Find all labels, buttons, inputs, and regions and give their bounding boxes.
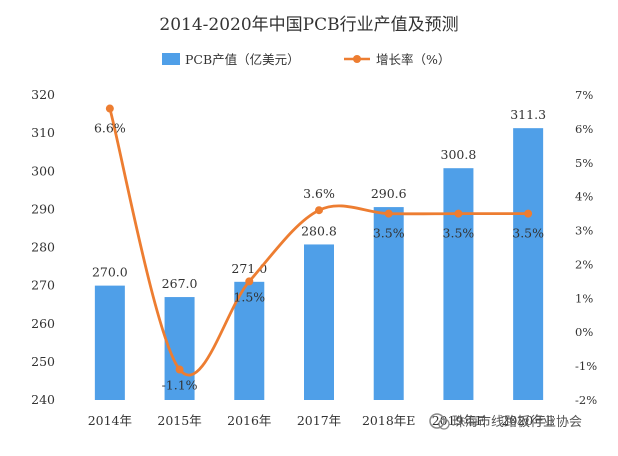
legend-line-marker [353,55,361,63]
y-left-tick-label: 280 [31,240,55,255]
x-tick-label: 2018年E [362,413,415,428]
legend-line-label: 增长率（%） [376,52,450,67]
wechat-icon-inner [438,418,450,430]
growth-point [105,104,114,113]
growth-line [108,108,529,377]
y-left-tick-label: 250 [31,354,55,369]
growth-data-label: -1.1% [162,378,198,393]
bar-data-label: 267.0 [162,276,198,291]
bar [94,285,125,400]
growth-point [175,365,184,374]
y-right-tick-label: -1% [575,359,597,373]
y-axis-left: 320 310 300 290 280 270 260 250 240 [31,87,55,407]
growth-point [384,209,393,218]
y-axis-right: 7% 6% 5% 4% 3% 2% 1% 0% -1% -2% [575,88,597,407]
x-tick-label: 2016年 [227,413,271,428]
bar [373,207,404,400]
growth-point [245,277,254,286]
bar-data-label: 311.3 [510,107,546,122]
y-right-tick-label: 1% [575,291,593,305]
y-left-tick-label: 290 [31,201,55,216]
y-right-tick-label: 3% [575,224,593,238]
y-left-tick-label: 270 [31,278,55,293]
chart-title: 2014-2020年中国PCB行业产值及预测 [159,15,458,35]
y-right-tick-label: 5% [575,156,593,170]
legend-bar-label: PCB产值（亿美元） [185,52,300,67]
bar-data-label: 280.8 [301,223,337,238]
bar-data-label: 290.6 [371,186,407,201]
y-left-tick-label: 240 [31,392,55,407]
y-left-tick-label: 260 [31,316,55,331]
y-right-tick-label: 2% [575,257,593,271]
x-axis: 2014年 2015年 2016年 2017年 2018年E 2019年E 2020年E [88,413,555,428]
y-left-tick-label: 300 [31,163,55,178]
growth-data-label: 3.5% [443,226,475,241]
x-tick-label: 2020年E [501,413,554,428]
y-right-tick-label: -2% [575,393,597,407]
x-tick-label: 2015年 [157,413,201,428]
bar-series [94,128,544,400]
y-right-tick-label: 0% [575,325,593,339]
bar [513,128,544,400]
legend-bar-swatch [162,53,180,65]
x-tick-label: 2017年 [297,413,341,428]
growth-point [454,209,463,218]
x-tick-label: 2019年E [432,413,485,428]
growth-data-label: 6.6% [94,121,126,136]
wechat-icon [429,413,445,429]
bar-data-label: 300.8 [441,147,477,162]
bar [234,281,265,400]
bar [304,244,334,400]
y-right-tick-label: 7% [575,88,593,102]
growth-point [524,209,533,218]
watermark-text: 珠海市线路板行业协会 [452,414,582,430]
y-left-tick-label: 310 [31,125,55,140]
y-right-tick-label: 4% [575,190,593,204]
growth-data-label: 3.5% [373,226,405,241]
growth-line-series [105,104,533,377]
x-tick-label: 2014年 [88,413,132,428]
growth-data-label: 1.5% [233,289,265,304]
growth-data-labels: 6.6% -1.1% 1.5% 3.6% 3.5% 3.5% 3.5% [94,121,544,393]
y-left-tick-label: 320 [31,87,55,102]
watermark: 珠海市线路板行业协会 [429,413,582,430]
y-right-tick-label: 6% [575,122,593,136]
growth-point [315,206,323,215]
bar-data-label: 270.0 [92,265,128,280]
legend: PCB产值（亿美元） 增长率（%） [162,52,450,67]
growth-data-label: 3.6% [303,186,335,201]
growth-data-label: 3.5% [512,226,544,241]
bar [443,168,474,400]
